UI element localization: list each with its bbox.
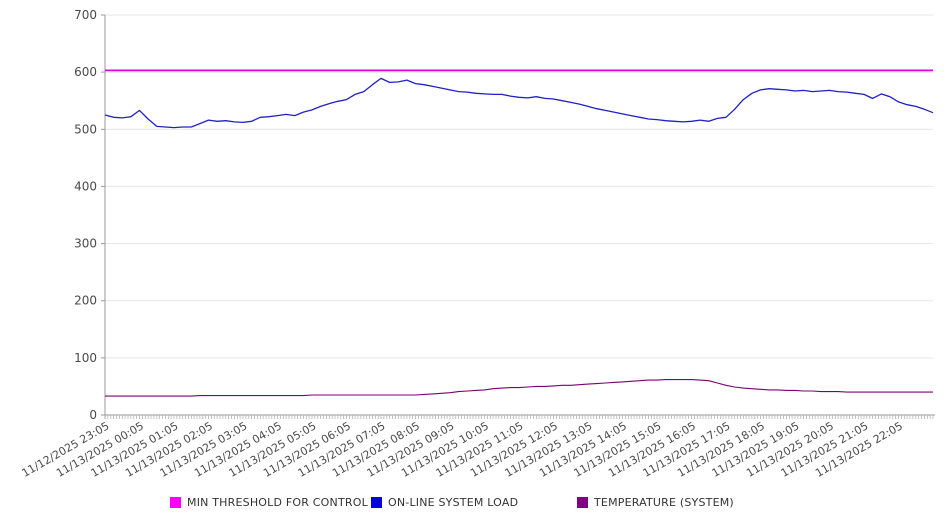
y-axis-tick-label: 400 — [74, 179, 97, 193]
legend-label-system-load: ON-LINE SYSTEM LOAD — [388, 496, 519, 509]
temperature-swatch-icon — [577, 497, 588, 508]
y-axis-tick-label: 700 — [74, 8, 97, 22]
legend-item-system-load: ON-LINE SYSTEM LOAD — [371, 496, 518, 509]
temperature-line — [105, 379, 933, 397]
legend-label-temperature: TEMPERATURE (SYSTEM) — [594, 496, 734, 509]
y-axis-tick-label: 0 — [89, 408, 97, 422]
min-threshold-swatch-icon — [170, 497, 181, 508]
y-axis-tick-label: 500 — [74, 122, 97, 136]
legend-label-min-threshold: MIN THRESHOLD FOR CONTROL — [187, 496, 368, 509]
y-axis-tick-label: 600 — [74, 65, 97, 79]
chart-legend: MIN THRESHOLD FOR CONTROL ON-LINE SYSTEM… — [0, 496, 946, 516]
system-load-line — [104, 77, 934, 129]
y-axis-tick-label: 100 — [74, 351, 97, 365]
legend-item-temperature: TEMPERATURE (SYSTEM) — [577, 496, 734, 509]
y-axis-tick-label: 300 — [74, 237, 97, 251]
legend-item-min-threshold: MIN THRESHOLD FOR CONTROL — [170, 496, 368, 509]
load-temperature-chart: 0 100 200 300 400 500 600 700 11/12/2025 23:05 11… — [20, 8, 935, 480]
system-load-swatch-icon — [371, 497, 382, 508]
y-axis-tick-label: 200 — [74, 294, 97, 308]
